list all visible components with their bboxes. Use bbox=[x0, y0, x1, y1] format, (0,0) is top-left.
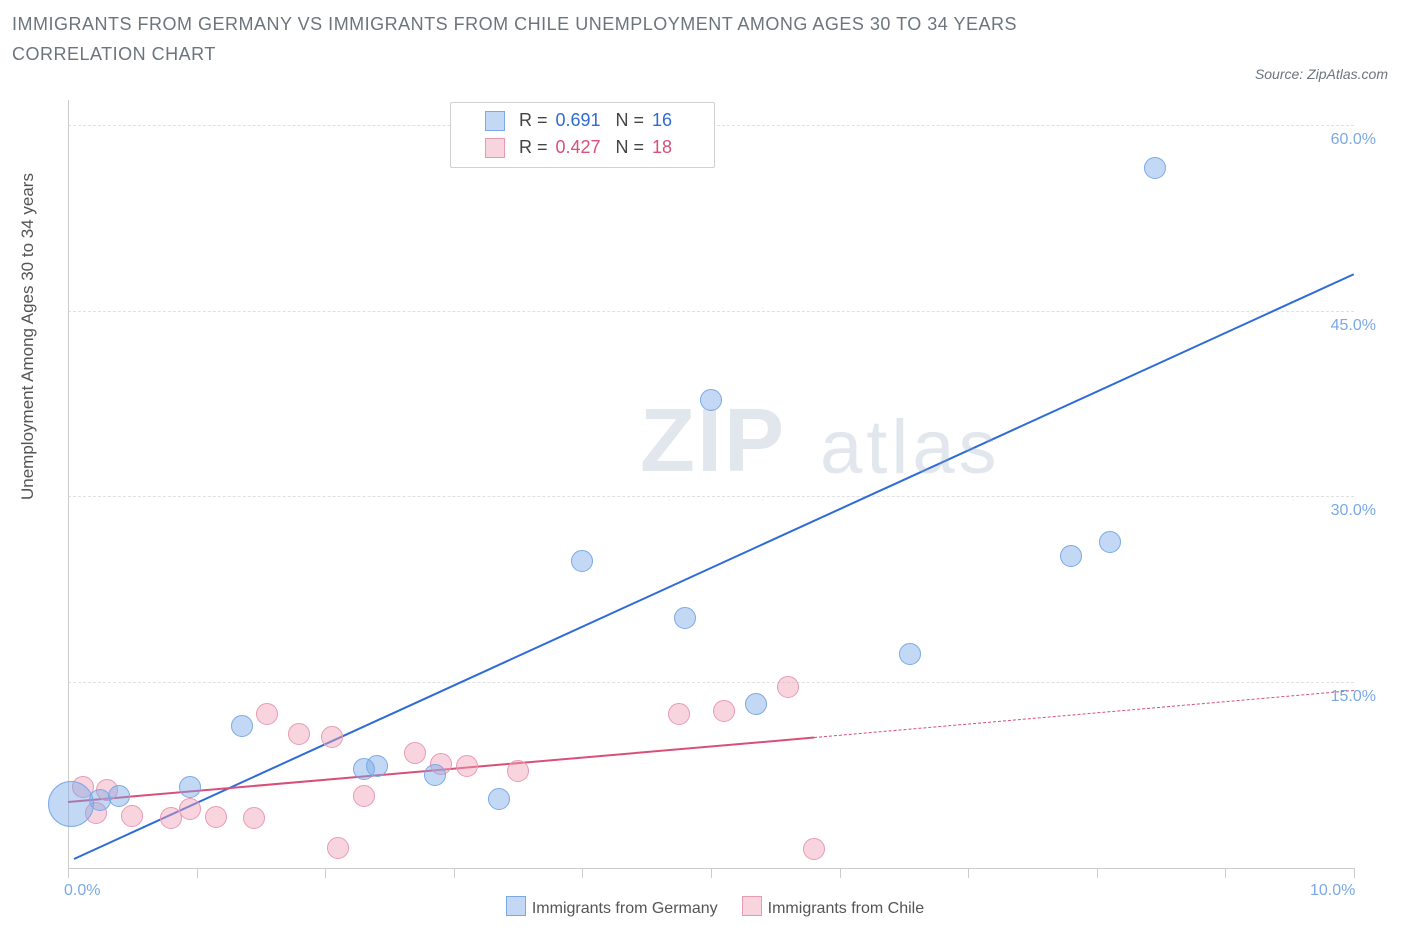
watermark-atlas: atlas bbox=[820, 404, 1001, 491]
germany-point bbox=[179, 776, 201, 798]
germany-point bbox=[899, 643, 921, 665]
chile-point bbox=[327, 837, 349, 859]
x-tick bbox=[454, 868, 455, 878]
trend-line bbox=[814, 690, 1354, 738]
x-tick bbox=[711, 868, 712, 878]
source-label: Source: ZipAtlas.com bbox=[1255, 66, 1388, 82]
germany-point bbox=[745, 693, 767, 715]
x-tick bbox=[1225, 868, 1226, 878]
gridline bbox=[68, 682, 1354, 683]
chile-point bbox=[353, 785, 375, 807]
legend-swatch-icon bbox=[485, 138, 505, 158]
legend-row: R = 0.427 N = 18 bbox=[461, 134, 704, 161]
y-tick-label: 30.0% bbox=[1320, 502, 1376, 520]
legend-n-label: N = bbox=[616, 134, 645, 161]
germany-point bbox=[1060, 545, 1082, 567]
chile-point bbox=[456, 755, 478, 777]
germany-point bbox=[108, 785, 130, 807]
x-tick bbox=[1354, 868, 1355, 878]
chile-point bbox=[404, 742, 426, 764]
y-axis bbox=[68, 100, 69, 868]
legend-swatch-icon bbox=[485, 111, 505, 131]
x-tick bbox=[68, 868, 69, 878]
gridline bbox=[68, 496, 1354, 497]
trend-line bbox=[74, 274, 1354, 860]
germany-point bbox=[89, 789, 111, 811]
germany-point bbox=[674, 607, 696, 629]
legend-swatch-icon bbox=[506, 896, 526, 916]
chart-title: IMMIGRANTS FROM GERMANY VS IMMIGRANTS FR… bbox=[12, 10, 1112, 69]
chile-point bbox=[205, 806, 227, 828]
watermark-zip: ZIP bbox=[640, 390, 786, 493]
chile-point bbox=[321, 726, 343, 748]
legend-series-label: Immigrants from Germany bbox=[532, 900, 718, 917]
legend-r-label: R = bbox=[519, 107, 548, 134]
legend-r-value: 0.691 bbox=[556, 107, 608, 134]
x-tick bbox=[325, 868, 326, 878]
chile-point bbox=[507, 760, 529, 782]
legend-series-label: Immigrants from Chile bbox=[768, 900, 924, 917]
correlation-legend: R = 0.691 N = 16 R = 0.427 N = 18 bbox=[450, 102, 715, 168]
germany-point bbox=[488, 788, 510, 810]
chile-point bbox=[179, 798, 201, 820]
y-axis-label: Unemployment Among Ages 30 to 34 years bbox=[18, 173, 38, 500]
series-legend: Immigrants from Germany Immigrants from C… bbox=[0, 896, 1406, 918]
x-tick bbox=[197, 868, 198, 878]
legend-n-label: N = bbox=[616, 107, 645, 134]
germany-point bbox=[366, 755, 388, 777]
chile-point bbox=[777, 676, 799, 698]
legend-swatch-icon bbox=[742, 896, 762, 916]
x-tick bbox=[840, 868, 841, 878]
chile-point bbox=[803, 838, 825, 860]
germany-point bbox=[1099, 531, 1121, 553]
chile-point bbox=[243, 807, 265, 829]
chile-point bbox=[256, 703, 278, 725]
legend-r-label: R = bbox=[519, 134, 548, 161]
legend-n-value: 18 bbox=[652, 134, 704, 161]
x-tick bbox=[968, 868, 969, 878]
legend-row: R = 0.691 N = 16 bbox=[461, 107, 704, 134]
chile-point bbox=[121, 805, 143, 827]
y-tick-label: 45.0% bbox=[1320, 317, 1376, 335]
legend-r-value: 0.427 bbox=[556, 134, 608, 161]
germany-point bbox=[571, 550, 593, 572]
chile-point bbox=[713, 700, 735, 722]
germany-point bbox=[231, 715, 253, 737]
germany-point bbox=[1144, 157, 1166, 179]
chile-point bbox=[668, 703, 690, 725]
x-tick bbox=[582, 868, 583, 878]
y-tick-label: 60.0% bbox=[1320, 131, 1376, 149]
chile-point bbox=[288, 723, 310, 745]
gridline bbox=[68, 311, 1354, 312]
legend-n-value: 16 bbox=[652, 107, 704, 134]
germany-point bbox=[48, 781, 94, 827]
germany-point bbox=[424, 764, 446, 786]
x-tick bbox=[1097, 868, 1098, 878]
